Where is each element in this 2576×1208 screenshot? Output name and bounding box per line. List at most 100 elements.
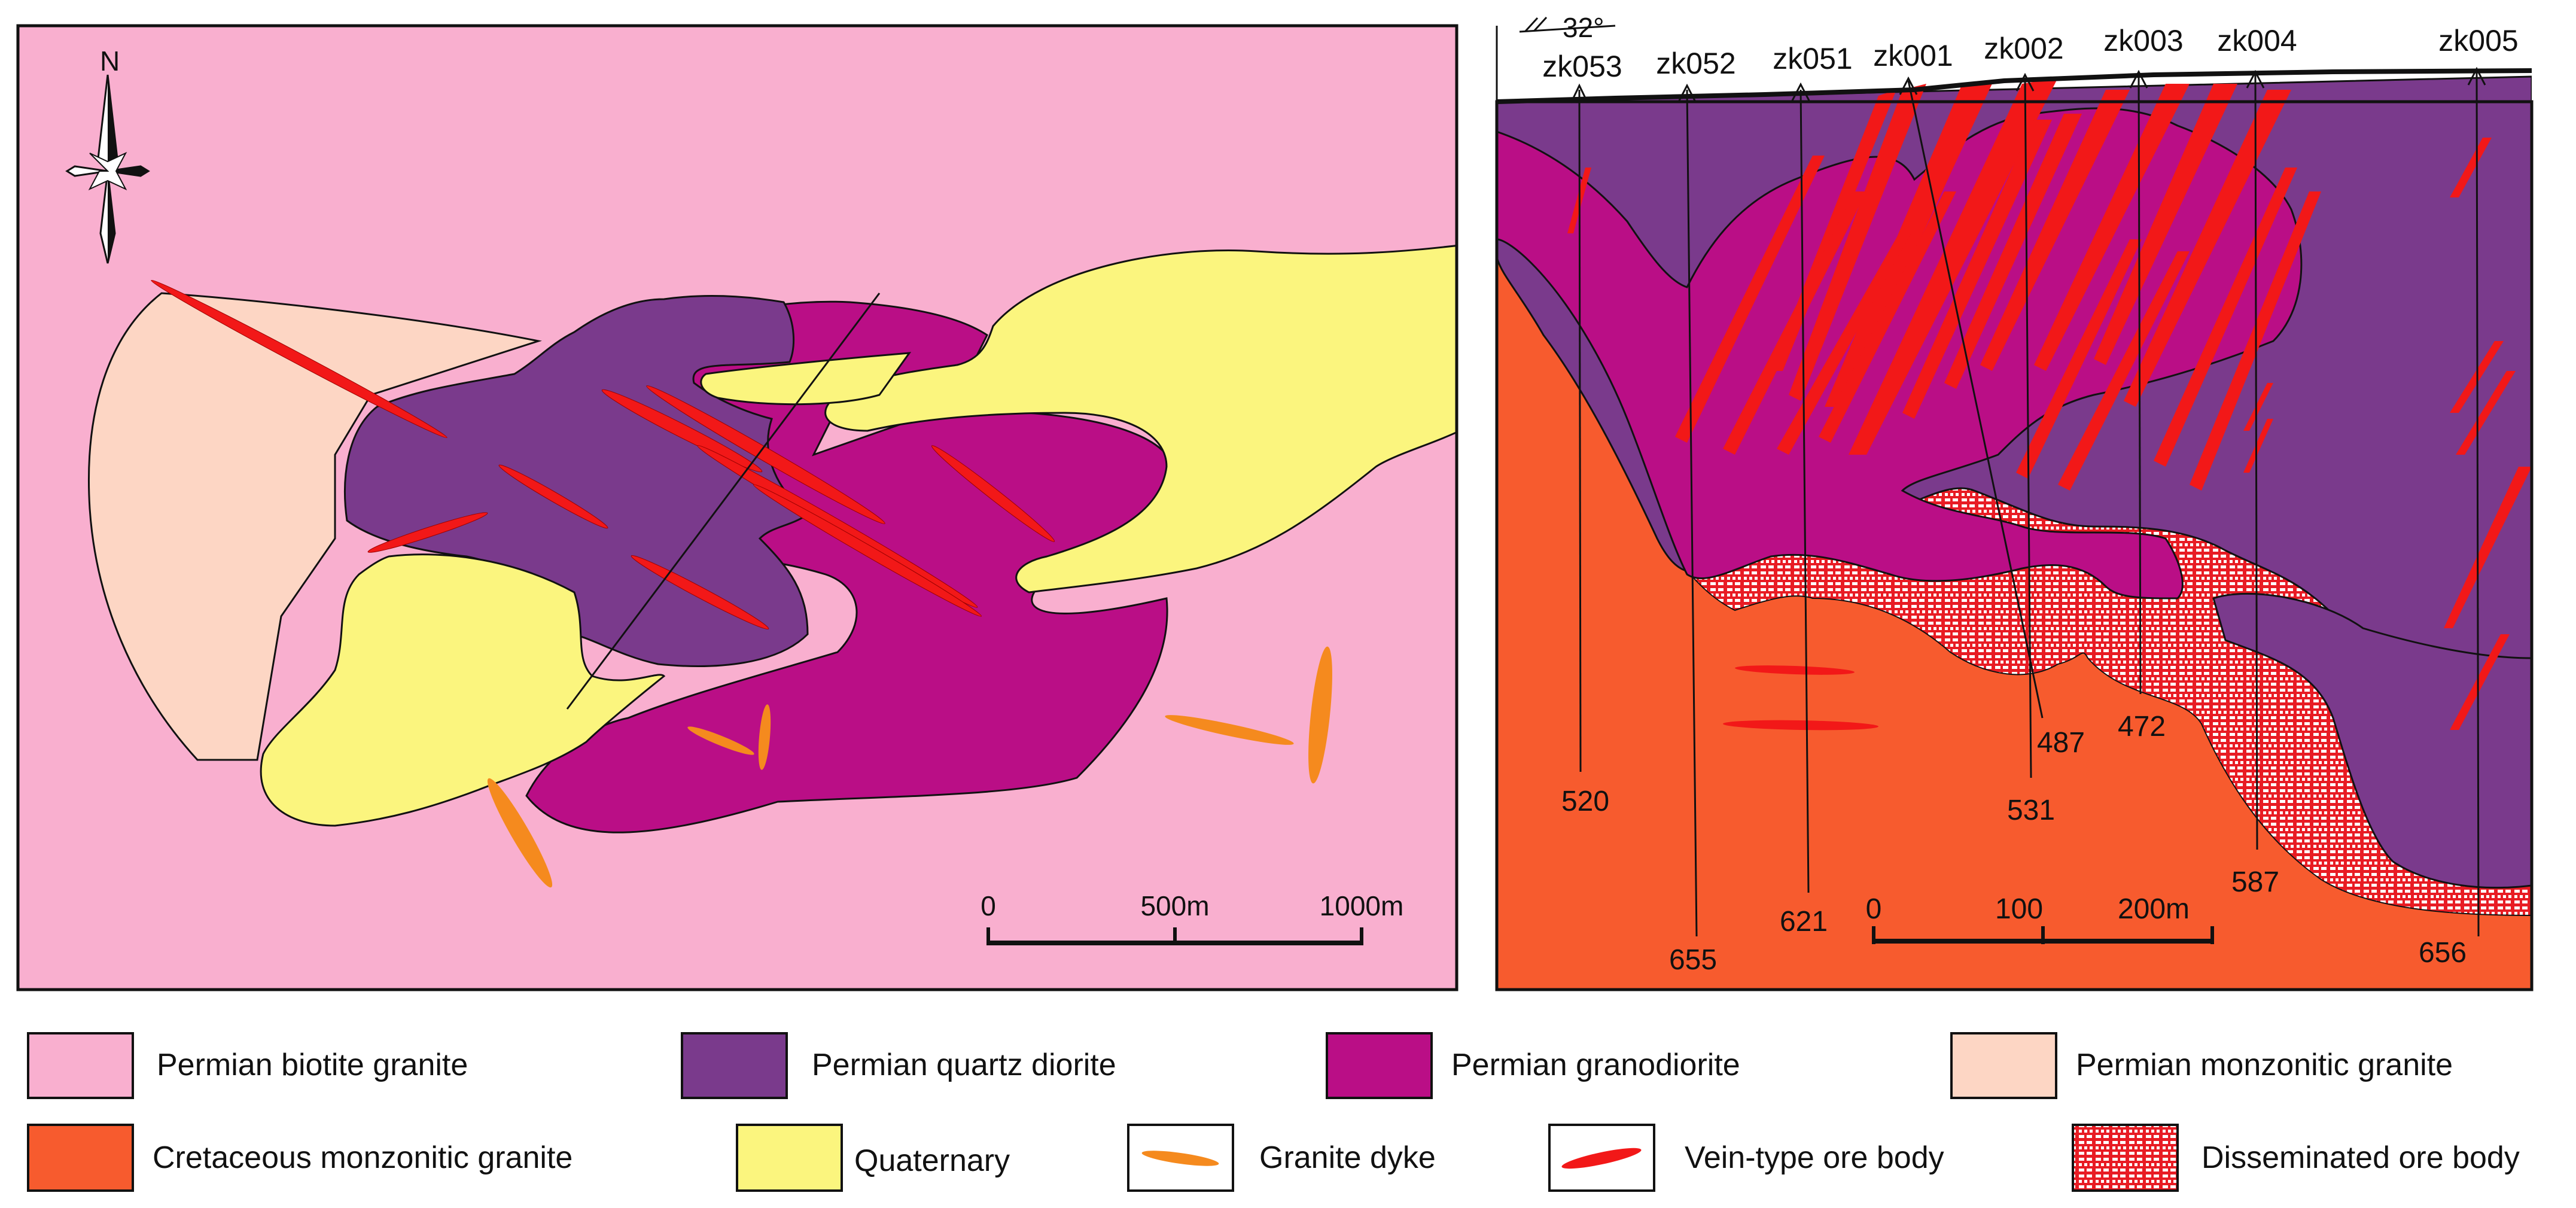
drillhole-zk002-trace <box>2024 77 2032 778</box>
granite-dyke <box>758 704 771 770</box>
vein-ore <box>2444 467 2532 628</box>
granite-dyke <box>487 778 553 888</box>
north-label: N <box>100 45 120 77</box>
strike-symbol: 32° <box>1519 12 1616 43</box>
drillhole-zk001-trace <box>1907 80 2044 719</box>
drillhole-zk003-depth: 472 <box>2118 711 2166 743</box>
legend-label: Disseminated ore body <box>2202 1140 2520 1175</box>
quaternary-west <box>260 553 666 827</box>
geological-map: N 0 500m 1000m <box>16 24 1458 991</box>
drillhole-markers <box>1570 66 2486 104</box>
vein-ore <box>498 464 608 529</box>
vein-ore <box>2243 419 2273 473</box>
drillhole-zk004-depth: 587 <box>2231 866 2279 898</box>
section-scale-tick-200m: 200m <box>2118 893 2190 925</box>
section-scale-tick-0: 0 <box>1866 893 1882 925</box>
drillhole-zk005-label: zk005 <box>2438 24 2518 57</box>
drillhole-zk004-label: zk004 <box>2217 24 2297 57</box>
vein-ore <box>646 385 885 524</box>
vein-ore <box>1723 720 1878 731</box>
vein-ore <box>2450 138 2492 197</box>
vein-ore <box>2450 634 2510 730</box>
section-frame <box>1495 100 2534 991</box>
map-scale-tick-500m: 500m <box>1140 890 1209 921</box>
vein-ore <box>2243 383 2273 431</box>
legend-item-biotite-granite: Permian biotite granite <box>27 1032 468 1099</box>
vein-ore <box>1849 78 2058 455</box>
ground-surface <box>1496 68 2532 104</box>
quaternary-east <box>824 245 1457 594</box>
section-line <box>566 293 881 710</box>
legend-label: Permian quartz diorite <box>812 1048 1116 1082</box>
drillhole-zk051-label: zk051 <box>1773 42 1852 75</box>
vein-ore <box>1777 227 1914 455</box>
monzonitic-granite-unit <box>88 292 542 761</box>
north-arrow: N <box>65 45 150 264</box>
legend: Permian biotite granite Permian quartz d… <box>27 1032 2520 1192</box>
vein-ore <box>2154 168 2297 467</box>
drillhole-zk053-label: zk053 <box>1542 50 1622 83</box>
vein-ore <box>2124 90 2291 407</box>
map-granite-dykes <box>487 646 1332 888</box>
vein-ore <box>1789 84 1926 401</box>
legend-label: Permian monzonitic granite <box>2076 1048 2453 1082</box>
vein-ore <box>753 484 982 617</box>
vein-ore <box>2094 84 2237 365</box>
drillhole-traces <box>1578 71 2480 937</box>
drillhole-zk052-depth: 655 <box>1669 944 1717 976</box>
map-frame <box>16 24 1458 991</box>
legend-item-quaternary: Quaternary <box>736 1124 1010 1192</box>
granite-dyke <box>1165 715 1294 745</box>
drillhole-ids: zk053 zk052 zk051 zk001 zk002 zk003 zk00… <box>1542 24 2518 83</box>
legend-label: Vein-type ore body <box>1685 1140 1944 1175</box>
drillhole-zk053-depth: 520 <box>1561 786 1609 817</box>
map-scale-tick-0: 0 <box>981 890 996 921</box>
vein-ore <box>367 512 488 553</box>
drillhole-zk053-trace <box>1578 89 1582 772</box>
quartz-diorite-unit <box>344 295 809 667</box>
legend-item-quartz-diorite: Permian quartz diorite <box>681 1032 1116 1099</box>
drillhole-zk005-trace <box>2475 71 2480 937</box>
drillhole-zk002-label: zk002 <box>1984 32 2063 65</box>
strike-label: 32° <box>1563 12 1604 43</box>
vein-ore <box>1735 665 1855 675</box>
section-scale-tick-100: 100 <box>1995 893 2043 925</box>
vein-ore <box>1980 90 2130 371</box>
legend-label: Granite dyke <box>1259 1140 1436 1175</box>
vein-ore <box>1825 84 1992 407</box>
drillhole-zk002-depth: 531 <box>2007 795 2055 826</box>
drillhole-zk003-label: zk003 <box>2103 24 2183 57</box>
vein-ore <box>2034 84 2190 371</box>
granite-dyke <box>1308 646 1332 784</box>
vein-ore <box>1902 120 2052 419</box>
legend-label: Permian biotite granite <box>157 1048 468 1082</box>
map-scale-bar: 0 500m 1000m <box>981 890 1403 945</box>
drillhole-zk051-trace <box>1799 89 1810 893</box>
vein-ore <box>631 555 769 630</box>
drillhole-zk051-depth: 621 <box>1780 906 1828 938</box>
drillhole-zk052-trace <box>1686 89 1698 937</box>
drillhole-depths: 520 655 621 487 531 472 587 656 <box>1561 711 2467 976</box>
cross-section: 32° zk053 zk052 zk051 zk001 zk002 zk003 … <box>1495 12 2534 991</box>
drillhole-zk001-label: zk001 <box>1873 39 1953 72</box>
vein-ore <box>1819 191 1956 443</box>
legend-item-monzonitic-granite: Permian monzonitic granite <box>1950 1032 2453 1099</box>
granite-dyke <box>687 726 754 755</box>
drillhole-zk052-label: zk052 <box>1656 47 1735 80</box>
map-vein-ore-bodies <box>151 279 1055 630</box>
drillhole-zk003-trace <box>2137 74 2142 695</box>
section-vein-ore-bodies <box>1567 78 2532 731</box>
vein-ore <box>931 445 1055 542</box>
drillhole-zk005-depth: 656 <box>2419 937 2467 969</box>
legend-item-vein-ore: Vein-type ore body <box>1548 1124 1944 1192</box>
vein-ore <box>2456 371 2516 455</box>
quartz-diorite-lower-lobe <box>2212 592 2532 889</box>
legend-item-granite-dyke: Granite dyke <box>1127 1124 1436 1192</box>
vein-ore <box>2058 251 2190 491</box>
drillhole-zk004-trace <box>2254 74 2258 850</box>
drillhole-zk001-depth: 487 <box>2037 727 2085 759</box>
legend-item-disseminated-ore: Disseminated ore body <box>2072 1124 2520 1192</box>
legend-item-granodiorite: Permian granodiorite <box>1326 1032 1740 1099</box>
section-scale-bar: 0 100 200m <box>1866 893 2214 944</box>
